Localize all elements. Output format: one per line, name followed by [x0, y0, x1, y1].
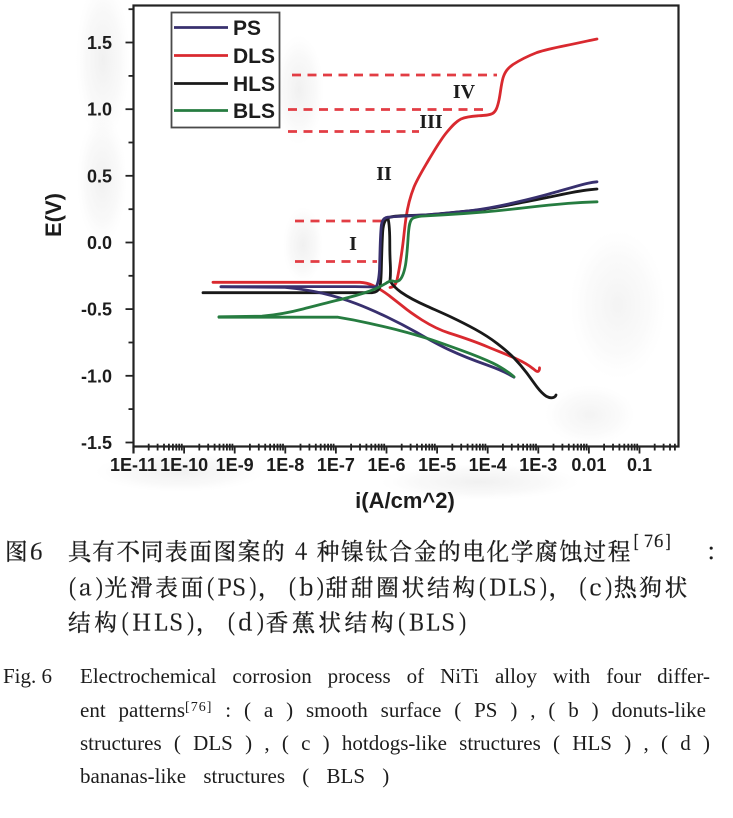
svg-text:1E-7: 1E-7 — [317, 455, 355, 475]
svg-text:1E-11: 1E-11 — [110, 455, 157, 475]
svg-text:1E-8: 1E-8 — [266, 455, 304, 475]
svg-text:-1.0: -1.0 — [81, 366, 112, 386]
svg-text:II: II — [376, 163, 392, 185]
svg-text:0.01: 0.01 — [571, 455, 606, 475]
svg-text:0.1: 0.1 — [627, 455, 652, 475]
svg-text:III: III — [419, 111, 443, 133]
svg-text:DLS: DLS — [233, 45, 275, 68]
svg-text:1.5: 1.5 — [87, 33, 112, 53]
svg-text:1E-3: 1E-3 — [519, 455, 557, 475]
svg-text:HLS: HLS — [233, 73, 275, 96]
svg-text:-0.5: -0.5 — [81, 300, 112, 320]
svg-text:0.0: 0.0 — [87, 233, 112, 253]
svg-text:1E-4: 1E-4 — [469, 455, 507, 475]
svg-text:I: I — [349, 233, 357, 255]
svg-text:i(A/cm^2): i(A/cm^2) — [355, 488, 455, 513]
svg-text:1E-5: 1E-5 — [418, 455, 456, 475]
svg-text:1.0: 1.0 — [87, 100, 112, 120]
svg-text:-1.5: -1.5 — [81, 433, 112, 453]
svg-text:E(V): E(V) — [41, 193, 66, 237]
svg-text:1E-10: 1E-10 — [160, 455, 208, 475]
svg-text:1E-6: 1E-6 — [367, 455, 405, 475]
svg-text:0.5: 0.5 — [87, 166, 112, 186]
svg-text:1E-9: 1E-9 — [216, 455, 254, 475]
svg-text:BLS: BLS — [233, 100, 275, 123]
svg-text:PS: PS — [233, 17, 261, 40]
svg-text:IV: IV — [453, 81, 476, 103]
